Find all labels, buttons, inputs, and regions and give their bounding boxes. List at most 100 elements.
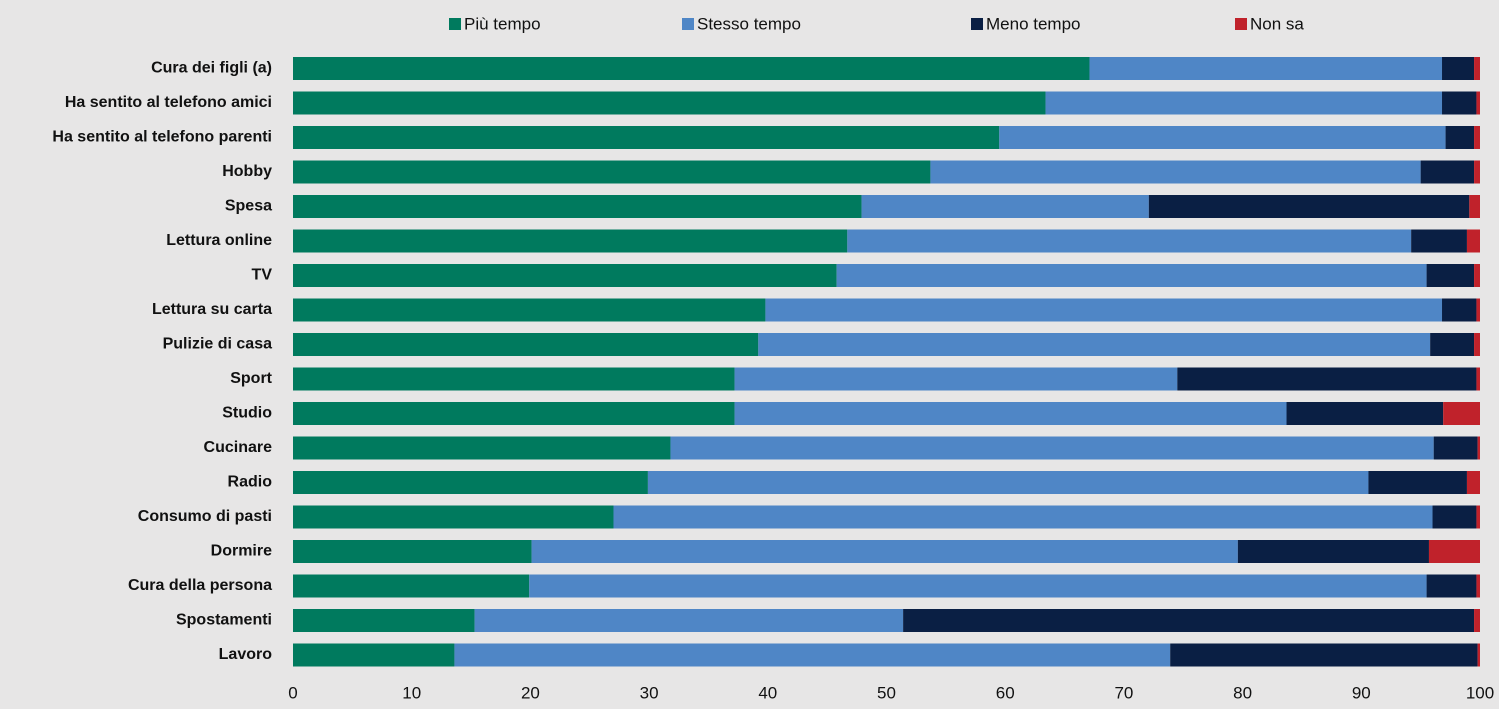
bar-segment (1474, 57, 1480, 80)
bar-segment (1432, 505, 1477, 529)
bar-segment (293, 471, 648, 494)
bar-segment (293, 609, 475, 632)
bar-segment (1426, 264, 1475, 287)
bar-segment (734, 367, 1178, 391)
bar-segment (903, 609, 1475, 632)
bar-segment (293, 574, 530, 598)
category-label: Spesa (225, 198, 272, 215)
category-label: Cucinare (204, 439, 273, 456)
bar-segment (836, 264, 1427, 287)
bar-segment (293, 333, 759, 356)
category-label: Studio (222, 405, 272, 422)
category-label: Ha sentito al telefono amici (65, 94, 272, 111)
bar-segment (1428, 540, 1480, 563)
bar-segment (293, 298, 766, 322)
bar-segment (1477, 436, 1480, 460)
bar-segment (293, 57, 1090, 80)
category-label: Dormire (211, 543, 272, 560)
bar-segment (1466, 471, 1480, 494)
category-label: Spostamenti (176, 612, 272, 629)
bar-segment (1445, 126, 1475, 149)
category-label: Cura della persona (128, 577, 272, 594)
x-tick-label: 30 (640, 683, 659, 702)
bar-segment (1426, 574, 1477, 598)
bar-segment (293, 436, 671, 460)
bar-segment (1476, 91, 1480, 115)
bar-segment (1089, 57, 1443, 80)
category-label: Ha sentito al telefono parenti (52, 129, 272, 146)
bar-segment (613, 505, 1433, 529)
bar-segment (1442, 91, 1477, 115)
bar-segment (1474, 333, 1480, 356)
bar-segment (1430, 333, 1475, 356)
x-tick-label: 80 (1233, 683, 1252, 702)
bar-segment (1474, 264, 1480, 287)
category-label: Pulizie di casa (163, 336, 272, 353)
bar-segment (758, 333, 1431, 356)
bar-segment (647, 471, 1369, 494)
x-tick-label: 70 (1114, 683, 1133, 702)
category-label: Lavoro (219, 646, 273, 663)
bar-segment (293, 264, 837, 287)
x-tick-label: 0 (288, 683, 297, 702)
category-label: Lettura su carta (152, 301, 272, 318)
bar-segment (1476, 367, 1480, 391)
bar-segment (1443, 402, 1480, 425)
bar-segment (1442, 57, 1475, 80)
x-tick-label: 20 (521, 683, 540, 702)
bar-segment (1476, 574, 1480, 598)
bar-segment (1286, 402, 1444, 425)
bar-segment (474, 609, 904, 632)
bar-segment (1474, 609, 1480, 632)
category-label: Lettura online (166, 232, 272, 249)
legend-label: Non sa (1250, 14, 1304, 33)
category-label: Hobby (222, 163, 272, 180)
bar-segment (531, 540, 1238, 563)
bar-segment (1474, 160, 1480, 184)
bar-segment (529, 574, 1427, 598)
bar-segment (999, 126, 1446, 149)
legend-swatch (682, 18, 694, 30)
category-label: Consumo di pasti (138, 508, 272, 525)
bar-segment (1170, 643, 1478, 667)
x-tick-label: 60 (996, 683, 1015, 702)
legend-swatch (449, 18, 461, 30)
bar-segment (847, 229, 1412, 253)
bar-segment (670, 436, 1434, 460)
category-label: Sport (230, 370, 272, 387)
category-label: Cura dei figli (a) (151, 60, 272, 77)
x-tick-label: 100 (1466, 683, 1494, 702)
bar-segment (1476, 298, 1480, 322)
legend-label: Stesso tempo (697, 14, 801, 33)
bar-segment (1045, 91, 1443, 115)
bar-segment (1469, 195, 1480, 218)
legend-label: Più tempo (464, 14, 541, 33)
bar-segment (1476, 505, 1480, 529)
bar-segment (1237, 540, 1429, 563)
legend-label: Meno tempo (986, 14, 1081, 33)
bar-segment (1433, 436, 1478, 460)
bar-segment (930, 160, 1421, 184)
bar-segment (1177, 367, 1477, 391)
bar-segment (1368, 471, 1467, 494)
bar-segment (293, 505, 614, 529)
bar-segment (1411, 229, 1467, 253)
bar-segment (293, 229, 848, 253)
bar-segment (1466, 229, 1480, 253)
bar-segment (1420, 160, 1475, 184)
bar-segment (293, 540, 532, 563)
bar-segment (765, 298, 1443, 322)
bar-segment (1474, 126, 1480, 149)
category-label: Radio (228, 474, 273, 491)
bar-segment (293, 402, 735, 425)
category-label: TV (252, 267, 273, 284)
bar-segment (1477, 643, 1480, 667)
x-tick-label: 50 (877, 683, 896, 702)
bar-segment (1148, 195, 1470, 218)
legend-swatch (1235, 18, 1247, 30)
bar-segment (293, 367, 735, 391)
bar-segment (293, 643, 455, 667)
bar-segment (293, 195, 862, 218)
legend-swatch (971, 18, 983, 30)
